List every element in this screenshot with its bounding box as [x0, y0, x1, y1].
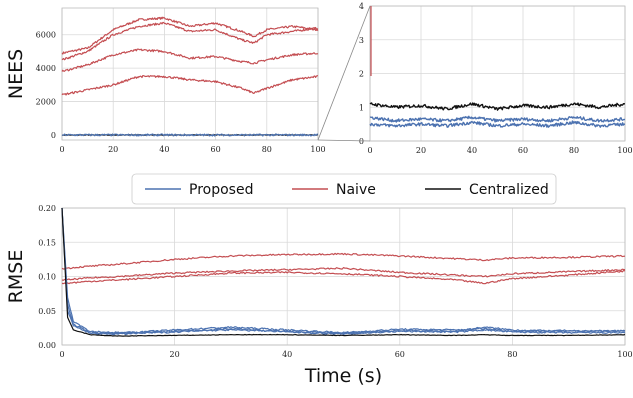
y-tick-label: 0.20	[38, 204, 56, 213]
y-tick-label: 0	[51, 131, 56, 140]
y-axis-label: NEES	[5, 49, 27, 99]
x-tick-label: 100	[617, 146, 632, 155]
x-tick-label: 100	[310, 145, 325, 154]
legend-label-centralized: Centralized	[469, 182, 549, 198]
y-tick-label: 0.15	[38, 238, 56, 247]
series-line-proposed	[61, 133, 319, 137]
y-tick-label: 2000	[36, 98, 56, 107]
x-tick-label: 40	[159, 145, 169, 154]
series-line-proposed	[61, 207, 626, 335]
series-line-naive	[61, 16, 319, 55]
legend-label-proposed: Proposed	[189, 182, 253, 198]
legend-label-naive: Naive	[336, 182, 376, 198]
plot-frame	[61, 207, 626, 346]
y-tick-label: 3	[359, 36, 364, 45]
series-line-centralized	[61, 207, 626, 337]
series-line-proposed	[61, 207, 626, 335]
series-line-proposed	[369, 120, 626, 128]
x-tick-label: 100	[617, 350, 632, 359]
series-line-naive	[61, 75, 319, 96]
y-tick-label: 2	[359, 70, 364, 79]
series-line-proposed	[369, 115, 626, 123]
y-axis-label: RMSE	[5, 250, 27, 304]
y-tick-label: 4	[359, 2, 364, 11]
y-tick-label: 0.00	[38, 341, 56, 350]
y-tick-label: 0	[359, 137, 364, 146]
x-tick-label: 60	[211, 145, 221, 154]
x-tick-label: 0	[367, 146, 372, 155]
x-tick-label: 80	[569, 146, 579, 155]
panel-rmse: 0 20 40 60 80 100 0.00 0.05 0.10 0.15 0.20 RMSE Time…	[5, 204, 633, 387]
x-axis-label: Time (s)	[304, 365, 382, 387]
y-tick-label: 0.05	[38, 307, 56, 316]
series-line-naive	[61, 269, 626, 285]
x-tick-label: 20	[170, 350, 180, 359]
x-tick-label: 60	[518, 146, 528, 155]
legend-box	[131, 173, 557, 205]
legend: Proposed Naive Centralized	[131, 173, 557, 205]
y-tick-label: 4000	[36, 64, 56, 73]
x-tick-label: 0	[59, 350, 64, 359]
x-tick-label: 40	[282, 350, 292, 359]
x-tick-label: 20	[108, 145, 118, 154]
x-tick-label: 40	[467, 146, 477, 155]
series-line-naive	[61, 48, 319, 72]
x-tick-label: 60	[395, 350, 405, 359]
y-tick-label: 0.10	[38, 273, 56, 282]
series-line-naive	[61, 21, 319, 61]
plot-frame	[369, 5, 626, 142]
y-tick-label: 6000	[36, 31, 56, 40]
zoom-connector-bottom	[317, 139, 371, 142]
zoom-connector-top	[317, 5, 371, 141]
x-tick-label: 20	[416, 146, 426, 155]
y-tick-label: 1	[359, 103, 364, 112]
x-tick-label: 0	[59, 145, 64, 154]
plot-frame	[61, 7, 319, 141]
panel-nees-full: 0 20 40 60 80 100 0 2000 4000 6000 NEES	[5, 7, 326, 154]
panel-nees-zoom: 0 20 40 60 80 100 0 1 2 3 4	[359, 2, 633, 155]
x-tick-label: 80	[262, 145, 272, 154]
series-line-proposed	[61, 207, 626, 336]
series-line-naive	[61, 252, 626, 270]
series-line-centralized	[369, 102, 625, 111]
series-line-naive	[61, 267, 626, 281]
x-tick-label: 80	[507, 350, 517, 359]
